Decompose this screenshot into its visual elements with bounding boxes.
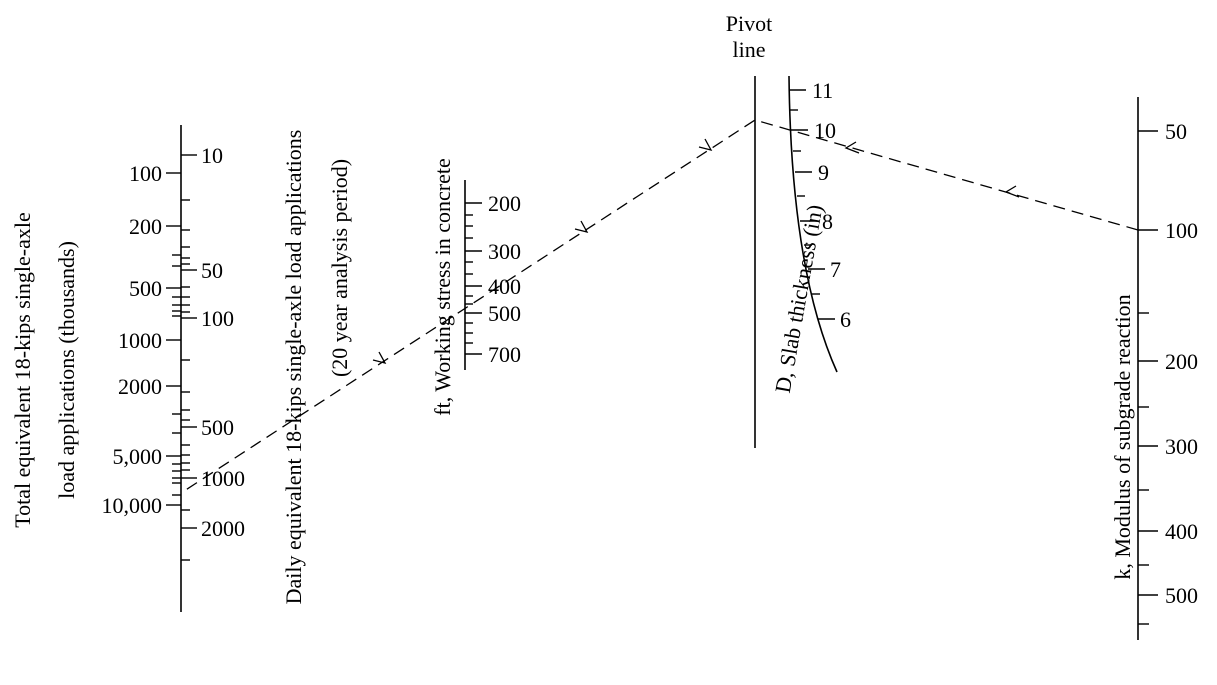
stress-label-500: 500 xyxy=(488,301,521,326)
working-stress-axis: 200 300 400 500 700 ft, Working stress i… xyxy=(430,158,521,415)
arrow-marker xyxy=(844,141,860,154)
k-label-300: 300 xyxy=(1165,434,1198,459)
pivot-title-line2: line xyxy=(733,37,766,62)
total-label-100: 100 xyxy=(129,161,162,186)
k-axis-title: k, Modulus of subgrade reaction xyxy=(1110,294,1135,579)
slab-label-10: 10 xyxy=(814,118,836,143)
slab-label-9: 9 xyxy=(818,160,829,185)
daily-axis-title-line1: Daily equivalent 18-kips single-axle loa… xyxy=(281,130,306,605)
k-label-400: 400 xyxy=(1165,519,1198,544)
stress-label-300: 300 xyxy=(488,239,521,264)
slab-axis-title: D, Slab thickness (in) xyxy=(770,203,828,395)
pivot-line: Pivot line xyxy=(726,11,772,448)
slab-label-11: 11 xyxy=(812,78,833,103)
stress-axis-title: ft, Working stress in concrete xyxy=(430,158,455,415)
daily-label-10: 10 xyxy=(201,143,223,168)
arrow-marker xyxy=(1004,185,1020,198)
daily-label-1000: 1000 xyxy=(201,466,245,491)
total-axis-title-line2: load applications (thousands) xyxy=(54,241,79,499)
stress-label-700: 700 xyxy=(488,342,521,367)
total-label-1000: 1000 xyxy=(118,328,162,353)
k-label-200: 200 xyxy=(1165,349,1198,374)
slab-label-7: 7 xyxy=(830,257,841,282)
arrow-marker xyxy=(698,138,713,151)
k-label-500: 500 xyxy=(1165,583,1198,608)
example-dashed-line xyxy=(180,119,1139,494)
daily-label-100: 100 xyxy=(201,306,234,331)
total-axis-title-line1: Total equivalent 18-kips single-axle xyxy=(10,212,35,528)
slab-label-8: 8 xyxy=(822,209,833,234)
total-label-10000: 10,000 xyxy=(102,493,163,518)
total-label-200: 200 xyxy=(129,214,162,239)
pivot-title-line1: Pivot xyxy=(726,11,772,36)
daily-axis-title-line2: (20 year analysis period) xyxy=(327,159,352,377)
subgrade-modulus-axis: 50 100 200 300 400 500 k, Modulus of sub… xyxy=(1110,97,1198,640)
daily-label-2000: 2000 xyxy=(201,516,245,541)
total-label-2000: 2000 xyxy=(118,374,162,399)
slab-thickness-axis: 11 10 9 8 7 6 D, Slab thickness (in) xyxy=(770,75,851,395)
example-path xyxy=(180,119,1139,494)
stress-label-400: 400 xyxy=(488,274,521,299)
k-label-100: 100 xyxy=(1165,218,1198,243)
slab-label-6: 6 xyxy=(840,307,851,332)
total-label-500: 500 xyxy=(129,276,162,301)
daily-label-500: 500 xyxy=(201,415,234,440)
k-label-50: 50 xyxy=(1165,119,1187,144)
daily-label-50: 50 xyxy=(201,258,223,283)
load-applications-axis: 100 200 500 1000 2000 5,000 10,000 10 50… xyxy=(10,125,352,612)
total-label-5000: 5,000 xyxy=(113,444,163,469)
stress-label-200: 200 xyxy=(488,191,521,216)
arrow-marker xyxy=(574,220,589,233)
arrow-marker xyxy=(372,351,387,364)
